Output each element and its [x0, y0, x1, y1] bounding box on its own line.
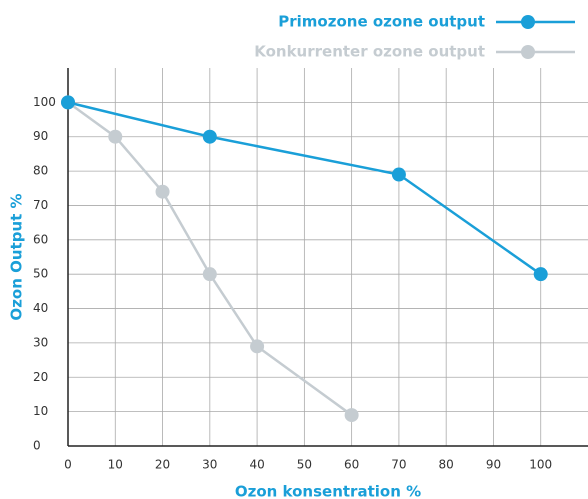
y-tick-label: 50 — [33, 267, 48, 281]
legend-marker — [521, 45, 535, 59]
x-tick-label: 70 — [391, 458, 406, 472]
data-point — [250, 339, 265, 354]
x-tick-label: 60 — [344, 458, 359, 472]
y-tick-label: 0 — [33, 439, 41, 453]
data-point — [155, 184, 170, 199]
x-tick-label: 20 — [155, 458, 170, 472]
x-tick-label: 100 — [529, 458, 552, 472]
data-point — [533, 267, 548, 282]
legend-marker — [521, 15, 535, 29]
y-tick-label: 70 — [33, 198, 48, 212]
y-tick-label: 80 — [33, 164, 48, 178]
y-tick-label: 60 — [33, 232, 48, 246]
series-line — [67, 101, 542, 276]
y-tick-label: 100 — [33, 95, 56, 109]
y-tick-label: 10 — [33, 404, 48, 418]
x-tick-label: 80 — [439, 458, 454, 472]
y-tick-label: 30 — [33, 335, 48, 349]
data-point — [61, 95, 75, 110]
x-tick-label: 40 — [249, 458, 264, 472]
y-tick-label: 20 — [33, 370, 48, 384]
x-tick-label: 0 — [64, 458, 72, 472]
legend-label: Primozone ozone output — [278, 13, 485, 31]
x-tick-label: 90 — [486, 458, 501, 472]
x-tick-label: 30 — [202, 458, 217, 472]
y-tick-label: 40 — [33, 301, 48, 315]
series-line — [67, 101, 353, 417]
legend-label: Konkurrenter ozone output — [254, 43, 485, 61]
x-axis-title: Ozon konsentration % — [235, 483, 421, 499]
x-tick-label: 50 — [297, 458, 312, 472]
data-point — [108, 129, 123, 144]
data-point — [202, 129, 217, 144]
data-point — [344, 408, 359, 423]
y-tick-label: 90 — [33, 129, 48, 143]
data-point — [391, 167, 406, 182]
x-tick-label: 10 — [108, 458, 123, 472]
y-axis-title: Ozon Output % — [8, 193, 26, 320]
data-point — [202, 267, 217, 282]
